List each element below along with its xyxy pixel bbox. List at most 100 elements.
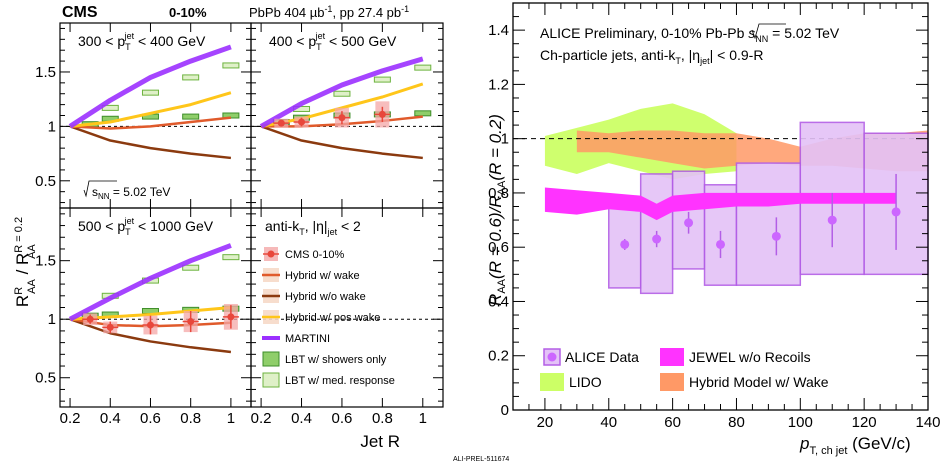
data-point <box>86 315 94 323</box>
lbt-med-box <box>373 76 391 83</box>
panel-label: 300 < pTjet < 400 GeV <box>78 31 206 52</box>
panel-label-sup: jet <box>124 31 135 41</box>
alice-y-tick-label: 1.4 <box>488 22 509 39</box>
alice-legend-swatch <box>540 373 564 391</box>
cms-lumi-b-exp: -1 <box>401 4 409 14</box>
snn-sub: NN <box>98 192 110 201</box>
alice-yl-post: (R = 0.2) <box>486 114 505 181</box>
alice-x-tick-label: 60 <box>664 414 681 431</box>
panel-label-sup: jet <box>124 216 135 226</box>
alice-data-point <box>652 234 662 244</box>
cms-x-tick-label: 0.6 <box>140 410 161 427</box>
cms-lumi-a-exp: -1 <box>324 4 332 14</box>
alice-title-post: = 5.02 TeV <box>768 25 840 41</box>
panel-label-post: < 1000 GeV <box>134 218 214 234</box>
pos-wake-curve <box>69 91 232 128</box>
alice-y-axis-label: RAA(R = 0.6)/RAA(R = 0.2) <box>486 114 508 306</box>
martini-curve <box>259 56 424 129</box>
cms-y-tick-label: 1 <box>48 118 56 135</box>
data-point <box>227 313 235 321</box>
alice-yl-sub2: AA <box>496 180 508 195</box>
alice-x-tick-label: 100 <box>788 414 813 431</box>
wake-curve <box>69 116 232 130</box>
panel-label-sup: jet <box>315 31 326 41</box>
sqrt-snn: sNN = 5.02 TeV <box>92 185 170 201</box>
data-point <box>298 118 306 126</box>
alice-xl-post: (GeV/c) <box>847 434 910 453</box>
alice-legend-label: ALICE Data <box>565 349 639 365</box>
cms-x-tick-label: 0.4 <box>291 410 312 427</box>
alice-title-sub: NN <box>755 34 768 44</box>
cms-yl-sub: AA <box>26 279 38 294</box>
legend-label: Hybrid w/ pos wake <box>285 312 380 324</box>
alice-yl-sub: AA <box>496 278 508 293</box>
lbt-med-box <box>222 62 240 69</box>
lt-pre: anti-k <box>265 218 300 234</box>
lbt-med-box <box>222 254 240 261</box>
legend-swatch-box <box>262 372 280 388</box>
lt-mid: , |η| <box>305 218 328 234</box>
alice-y-tick-label: 1.2 <box>488 76 509 93</box>
legend-label: MARTINI <box>285 333 330 345</box>
alice-x-tick-label: 20 <box>537 414 554 431</box>
alice-y-tick-label: 0 <box>501 402 509 419</box>
cms-y-tick-label: 0.5 <box>35 370 56 387</box>
data-point <box>146 321 154 329</box>
data-point <box>187 318 195 326</box>
lt-sub: T <box>299 227 305 237</box>
cms-x-tick-label: 1 <box>419 410 427 427</box>
lt-sub2: jet <box>327 227 338 237</box>
snn-post: = 5.02 TeV <box>110 185 171 199</box>
alice-x-tick-label: 120 <box>852 414 877 431</box>
cms-x-axis-label: Jet R <box>360 432 400 451</box>
alice-title-pre: ALICE Preliminary, 0-10% Pb-Pb <box>540 25 748 41</box>
cms-frame: 0.2 0.4 0.6 0.8 1 0.2 0.4 0.6 0.8 1 0.5 1 1.5 0.5 1 1.5 <box>35 22 444 427</box>
lbt-med-box <box>141 89 159 96</box>
legend-label: Hybrid w/o wake <box>285 291 366 303</box>
alice-y-tick-label: 0.6 <box>488 239 509 256</box>
alice-title-s: s <box>748 25 755 41</box>
alice-sub-post: | < 0.9-R <box>710 47 764 63</box>
alice-sub-sub: T <box>675 56 681 66</box>
cms-x-tick-label: 0.2 <box>60 410 81 427</box>
alice-y-tick-label: 0.4 <box>488 293 509 310</box>
martini-curve <box>68 243 232 322</box>
legend-label: LBT w/ med. response <box>285 375 395 387</box>
alice-xl-sub: T, ch jet <box>809 445 847 457</box>
cms-yl-r: R <box>13 295 32 307</box>
alice-data-point <box>620 239 630 249</box>
lbt-shower-box <box>414 110 432 117</box>
lbt-med-box <box>333 90 351 97</box>
martini-curve <box>68 44 232 129</box>
alice-plot: 20 40 60 80 100 120 140 0 0.2 0.4 0.6 0.8 1 1.2 1.4 ALI… <box>488 2 941 431</box>
cms-x-tick-label: 0.2 <box>251 410 272 427</box>
cms-panels: 300 < pTjet < 400 GeV sNN = 5.02 TeV 400 <… <box>60 31 443 388</box>
data-point <box>106 323 114 331</box>
lbt-med-box <box>182 74 200 81</box>
lbt-med-box <box>182 264 200 271</box>
alice-legend-label: LIDO <box>569 374 602 390</box>
alice-xl-p: p <box>799 434 809 453</box>
alice-legend-label: JEWEL w/o Recoils <box>689 349 811 365</box>
alice-data-point <box>684 218 694 228</box>
cms-yl-sep: / R <box>13 253 32 279</box>
alice-sub-sub2: jet <box>699 56 710 66</box>
legend-swatch-box <box>262 351 280 367</box>
cms-x-tick-label: 0.8 <box>372 410 393 427</box>
panel-label-post: < 400 GeV <box>134 33 206 49</box>
legend-label: Hybrid w/ wake <box>285 270 360 282</box>
alice-yl-mid: (R = 0.6)/R <box>486 195 505 279</box>
cms-lumi: PbPb 404 µb-1, pp 27.4 pb-1 <box>249 4 409 20</box>
cms-y-tick-label: 1.5 <box>35 253 56 270</box>
cms-yl-sup: R <box>13 287 25 295</box>
panel-frame <box>250 207 444 408</box>
cms-lumi-b: , pp 27.4 pb <box>332 5 401 20</box>
alice-sub-mid: , |η <box>681 47 700 63</box>
sqrt-sign <box>83 180 117 198</box>
panel-label-pre: 400 < p <box>269 33 316 49</box>
legend-label: CMS 0-10% <box>285 249 345 261</box>
snn-s: s <box>92 185 98 199</box>
data-point <box>338 114 346 122</box>
cms-x-tick-label: 1 <box>227 410 235 427</box>
alice-data-point <box>827 215 837 225</box>
